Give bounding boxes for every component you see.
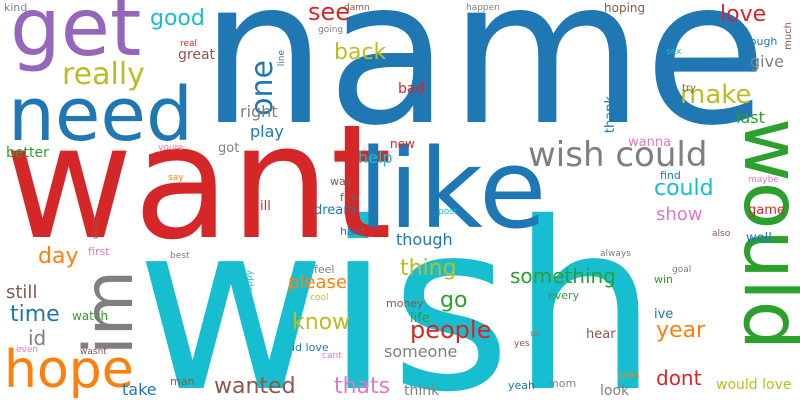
word: got bbox=[218, 141, 240, 156]
word: id bbox=[28, 326, 47, 350]
word: happy bbox=[245, 270, 255, 298]
word: well bbox=[746, 231, 772, 246]
word: didnt bbox=[91, 216, 101, 240]
word: something bbox=[510, 264, 616, 288]
word: name bbox=[200, 0, 768, 170]
word: love bbox=[720, 2, 767, 27]
word: bad bbox=[398, 81, 425, 97]
word: going bbox=[318, 25, 344, 35]
word: good bbox=[150, 6, 205, 31]
word: first bbox=[88, 245, 110, 258]
word: post bbox=[438, 207, 458, 217]
word: yeah bbox=[508, 379, 535, 392]
word: ive bbox=[654, 307, 674, 322]
word: last bbox=[736, 108, 765, 127]
word: real bbox=[180, 39, 198, 49]
word: would love bbox=[716, 377, 792, 393]
word: seen bbox=[618, 371, 640, 381]
word: show bbox=[656, 204, 703, 225]
word: thing bbox=[400, 256, 457, 281]
word: hoping bbox=[604, 1, 646, 15]
word: kind bbox=[4, 1, 28, 14]
word: mom bbox=[548, 377, 577, 390]
word: need bbox=[8, 72, 193, 158]
word: us bbox=[530, 329, 541, 339]
word: id love bbox=[292, 341, 329, 354]
word: goal bbox=[672, 265, 692, 275]
word: life bbox=[410, 311, 430, 326]
word: youre bbox=[158, 143, 184, 153]
word: yes bbox=[514, 339, 530, 349]
word: really bbox=[62, 57, 145, 92]
word: find bbox=[660, 169, 681, 182]
word: people bbox=[410, 316, 492, 344]
word: ill bbox=[260, 199, 271, 214]
word: every bbox=[548, 289, 580, 302]
word: even bbox=[16, 345, 39, 355]
word: game bbox=[748, 203, 785, 218]
word: sex bbox=[666, 47, 682, 57]
word: hear bbox=[586, 327, 616, 342]
word: like bbox=[358, 125, 547, 253]
word: win bbox=[654, 273, 674, 286]
word: someone bbox=[384, 342, 458, 361]
word: wasnt bbox=[80, 347, 107, 357]
word: maybe bbox=[748, 175, 779, 185]
word: would bbox=[726, 118, 800, 351]
word: feel bbox=[314, 263, 335, 276]
word: still bbox=[6, 282, 38, 303]
word: day bbox=[38, 244, 79, 269]
word: know bbox=[292, 310, 351, 335]
word: line bbox=[277, 50, 287, 67]
word: please bbox=[288, 272, 347, 293]
word: man bbox=[170, 375, 195, 388]
word: damn bbox=[344, 3, 370, 13]
word: want bbox=[4, 91, 393, 275]
word: could bbox=[654, 176, 714, 201]
word: go bbox=[440, 288, 468, 313]
word: hope bbox=[4, 340, 134, 400]
word: wish bbox=[136, 173, 659, 400]
word: back bbox=[334, 40, 387, 65]
word: dream bbox=[314, 203, 356, 218]
word: take bbox=[122, 380, 157, 399]
word: happen bbox=[466, 3, 500, 13]
word: wish could bbox=[528, 135, 708, 175]
word: best bbox=[170, 251, 190, 261]
word: way bbox=[330, 175, 353, 188]
word: try bbox=[682, 83, 696, 94]
word: right bbox=[240, 102, 278, 121]
word: watch bbox=[72, 309, 109, 323]
word: say bbox=[168, 173, 184, 183]
word: give bbox=[750, 52, 784, 71]
word: cant bbox=[322, 351, 342, 361]
word: see bbox=[308, 0, 351, 26]
word: though bbox=[396, 230, 453, 249]
word: enough bbox=[736, 35, 778, 48]
word: wanted bbox=[214, 374, 296, 399]
word: help bbox=[358, 148, 393, 167]
word: better bbox=[6, 145, 49, 161]
word: get bbox=[10, 0, 142, 74]
word: cool bbox=[310, 293, 329, 303]
word: new bbox=[390, 137, 415, 151]
word: think bbox=[404, 383, 440, 399]
word: also bbox=[712, 229, 731, 239]
word: dont bbox=[656, 366, 702, 390]
word: play bbox=[250, 122, 284, 141]
word: look bbox=[600, 383, 630, 399]
word: thank bbox=[603, 96, 618, 134]
word: hard bbox=[340, 225, 366, 238]
word: fun bbox=[340, 191, 358, 204]
word: year bbox=[656, 318, 706, 343]
word: time bbox=[10, 302, 60, 327]
word: thats bbox=[334, 374, 391, 399]
word: money bbox=[386, 297, 424, 310]
word: wanna bbox=[628, 135, 672, 150]
word: make bbox=[680, 80, 752, 110]
word: great bbox=[178, 47, 216, 63]
word: much bbox=[783, 22, 794, 50]
word: always bbox=[600, 249, 631, 259]
